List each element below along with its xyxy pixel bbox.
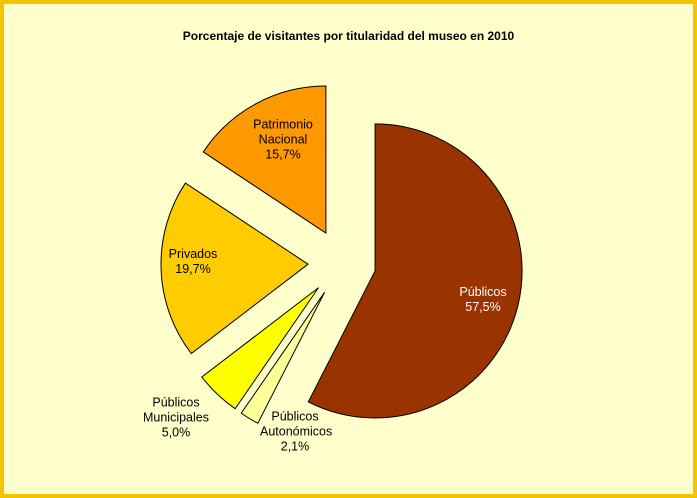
pie-slice xyxy=(307,123,523,419)
slice-label: Públicos Autonómicos 2,1% xyxy=(250,410,340,455)
chart-title: Porcentaje de visitantes por titularidad… xyxy=(182,29,515,43)
pie-slice xyxy=(160,182,309,355)
slice-category: Patrimonio Nacional xyxy=(253,117,313,147)
slice-category: Públicos Municipales xyxy=(142,395,209,425)
pie-slice xyxy=(240,291,326,424)
slice-value: 57,5% xyxy=(465,300,501,314)
slice-category: Públicos Autonómicos xyxy=(260,409,333,439)
slice-category: Públicos xyxy=(459,285,507,299)
slice-value: 19,7% xyxy=(175,262,211,276)
slice-label: Patrimonio Nacional 15,7% xyxy=(238,118,328,163)
slice-label: Públicos 57,5% xyxy=(438,285,528,315)
slice-value: 15,7% xyxy=(265,147,301,162)
slice-label: Privados 19,7% xyxy=(148,247,238,277)
slice-value: 2,1% xyxy=(280,439,310,454)
slice-category: Privados xyxy=(168,247,218,261)
slice-value: 5,0% xyxy=(161,425,191,440)
slice-label: Públicos Municipales 5,0% xyxy=(131,396,221,441)
pie-slice xyxy=(202,85,327,234)
pie-slice xyxy=(201,287,319,410)
